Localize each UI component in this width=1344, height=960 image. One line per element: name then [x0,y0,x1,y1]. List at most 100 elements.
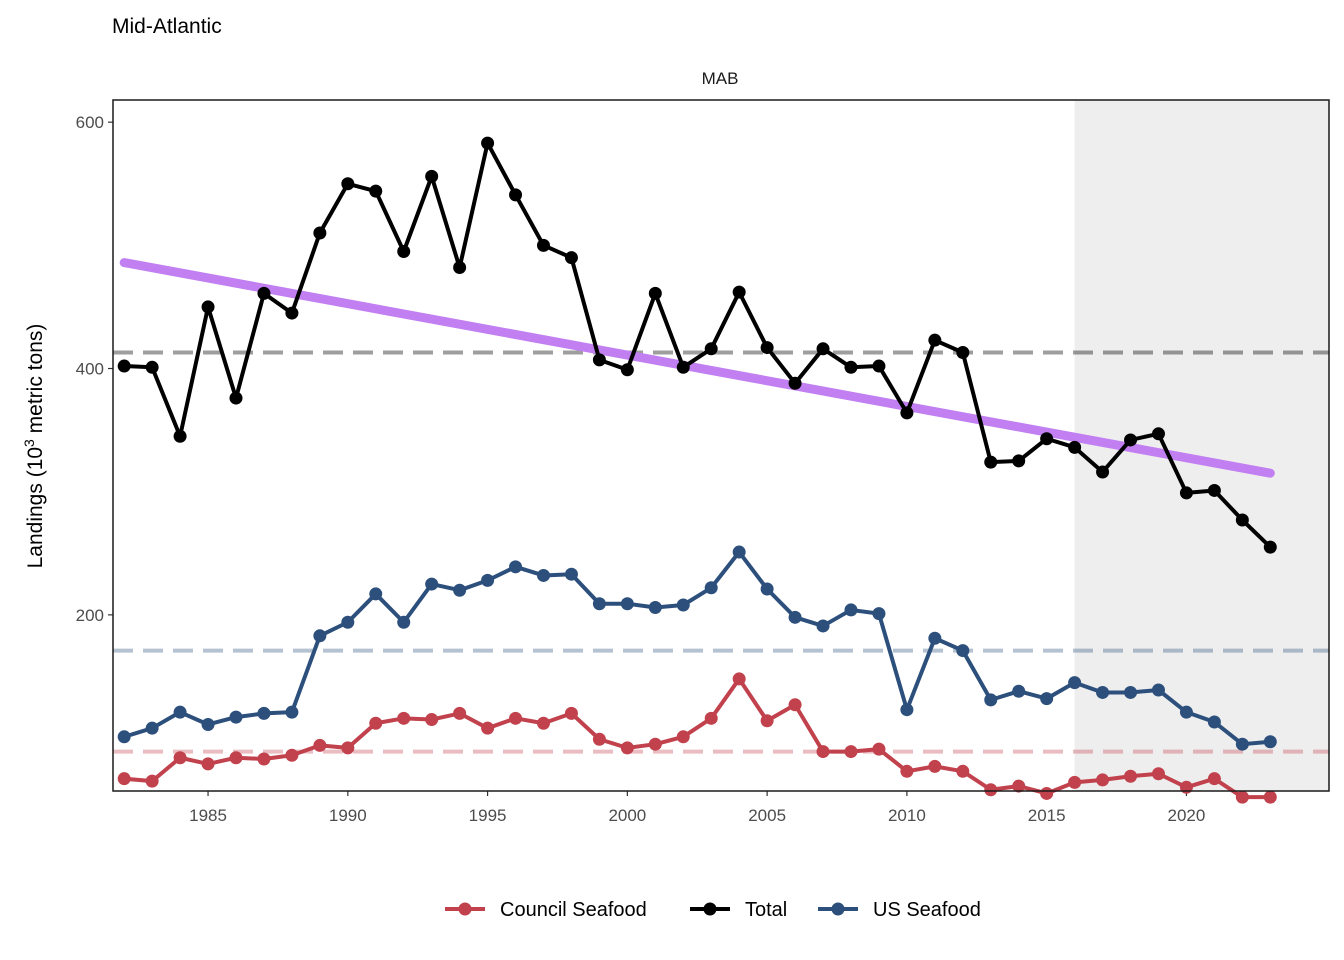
point-us-seafood-2003 [704,581,718,595]
point-total-2012 [956,346,970,360]
x-tick-label-2020: 2020 [1168,806,1206,825]
point-us-seafood-2023 [1263,735,1277,749]
facet-strip-label: MAB [702,69,739,88]
x-tick-label-2000: 2000 [608,806,646,825]
point-us-seafood-2007 [816,619,830,633]
point-us-seafood-1996 [509,560,523,574]
point-total-1982 [117,359,131,373]
point-us-seafood-2000 [620,597,634,611]
point-council-seafood-2012 [956,764,970,778]
point-council-seafood-1988 [285,748,299,762]
point-council-seafood-2019 [1151,767,1165,781]
point-council-seafood-2013 [984,783,998,797]
point-total-1989 [313,226,327,240]
point-us-seafood-1982 [117,730,131,744]
point-total-2021 [1207,483,1221,497]
point-us-seafood-2013 [984,693,998,707]
point-council-seafood-2017 [1096,773,1110,787]
point-council-seafood-1993 [425,713,439,727]
point-council-seafood-2021 [1207,772,1221,786]
point-total-2009 [872,359,886,373]
point-council-seafood-1995 [481,721,495,735]
point-council-seafood-1998 [564,706,578,720]
point-council-seafood-1991 [369,716,383,730]
legend-item-total: Total [690,899,787,921]
point-us-seafood-1997 [536,568,550,582]
point-total-2016 [1068,440,1082,454]
y-tick-label-400: 400 [76,360,104,379]
legend-label-council-seafood: Council Seafood [500,899,647,921]
point-total-1990 [341,177,355,191]
point-total-1988 [285,306,299,320]
point-us-seafood-2008 [844,603,858,617]
point-us-seafood-1983 [145,721,159,735]
point-total-2015 [1040,432,1054,446]
x-tick-label-1990: 1990 [329,806,367,825]
point-us-seafood-1993 [425,577,439,591]
y-tick-label-200: 200 [76,606,104,625]
legend-key-point-total [703,902,717,916]
point-total-2001 [648,286,662,300]
point-total-1999 [592,353,606,367]
point-us-seafood-1985 [201,717,215,731]
point-us-seafood-2021 [1207,715,1221,729]
point-council-seafood-1990 [341,741,355,755]
point-total-2007 [816,342,830,356]
point-total-1983 [145,360,159,374]
point-us-seafood-2006 [788,610,802,624]
y-axis-label: Landings (103 metric tons) [21,324,47,569]
point-total-2004 [732,285,746,299]
point-council-seafood-2020 [1179,780,1193,794]
point-council-seafood-2011 [928,759,942,773]
point-total-2011 [928,333,942,347]
point-us-seafood-2001 [648,600,662,614]
point-us-seafood-2005 [760,582,774,596]
point-us-seafood-2017 [1096,685,1110,699]
point-council-seafood-2015 [1040,786,1054,800]
point-total-1991 [369,184,383,198]
point-council-seafood-2010 [900,764,914,778]
x-tick-label-1995: 1995 [469,806,507,825]
x-tick-label-1985: 1985 [189,806,227,825]
chart-title: Mid-Atlantic [112,15,222,38]
point-council-seafood-1999 [592,732,606,746]
legend-label-us-seafood: US Seafood [873,899,981,921]
point-us-seafood-1999 [592,597,606,611]
point-total-1992 [397,245,411,259]
point-total-2022 [1235,513,1249,527]
point-total-2008 [844,360,858,374]
point-total-2018 [1124,433,1138,447]
legend-item-us-seafood: US Seafood [818,899,981,921]
point-total-2020 [1179,486,1193,500]
legend-item-council-seafood: Council Seafood [445,899,647,921]
point-council-seafood-1983 [145,774,159,788]
point-council-seafood-2005 [760,714,774,728]
point-council-seafood-1982 [117,772,131,786]
point-us-seafood-2015 [1040,692,1054,706]
point-us-seafood-2011 [928,631,942,645]
point-us-seafood-1992 [397,615,411,629]
point-us-seafood-2018 [1124,685,1138,699]
trend-line [119,258,1275,478]
point-us-seafood-1990 [341,615,355,629]
point-council-seafood-1986 [229,751,243,765]
y-axis-label-suffix: metric tons) [24,324,47,440]
point-total-2013 [984,455,998,469]
point-us-seafood-1998 [564,567,578,581]
point-council-seafood-2023 [1263,790,1277,804]
point-council-seafood-2009 [872,742,886,756]
point-total-1995 [481,136,495,150]
point-us-seafood-2022 [1235,737,1249,751]
y-axis-label-superscript: 3 [21,439,37,447]
point-council-seafood-2007 [816,745,830,759]
point-council-seafood-2008 [844,745,858,759]
y-tick-label-600: 600 [76,113,104,132]
point-us-seafood-1984 [173,705,187,719]
point-council-seafood-2006 [788,698,802,712]
point-council-seafood-2003 [704,711,718,725]
x-tick-label-2010: 2010 [888,806,926,825]
point-council-seafood-1985 [201,757,215,771]
point-council-seafood-2022 [1235,790,1249,804]
point-total-2019 [1151,427,1165,441]
